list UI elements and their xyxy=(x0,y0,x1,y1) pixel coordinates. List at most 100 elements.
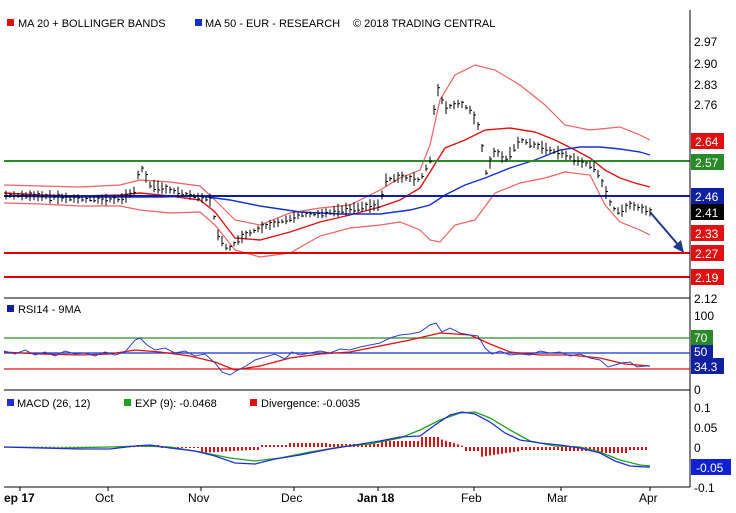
x-axis-label: Nov xyxy=(188,491,209,505)
divergence-bar xyxy=(449,442,451,447)
divergence-bar xyxy=(437,437,439,447)
divergence-bar xyxy=(465,447,467,451)
divergence-bar xyxy=(345,444,347,447)
divergence-bar xyxy=(633,447,635,450)
divergence-bar xyxy=(273,445,275,447)
divergence-legend-label: Divergence: -0.0035 xyxy=(261,398,360,410)
divergence-bar xyxy=(597,447,599,451)
macd-legend-swatch xyxy=(7,399,14,406)
price-badge-2-64: 2.64 xyxy=(691,133,724,149)
divergence-bar xyxy=(573,447,575,451)
divergence-bar xyxy=(625,447,627,453)
divergence-bar xyxy=(517,447,519,452)
rsi-y-tick: 100 xyxy=(694,309,714,323)
x-axis-label: Jan 18 xyxy=(357,491,395,505)
divergence-bar xyxy=(77,446,79,448)
exp-legend-swatch xyxy=(124,399,131,406)
divergence-bar xyxy=(529,447,531,450)
divergence-bar xyxy=(53,446,55,448)
bollinger-lower-band xyxy=(3,171,651,258)
divergence-bar xyxy=(513,447,515,452)
divergence-bar xyxy=(45,446,47,448)
divergence-bar xyxy=(297,443,299,447)
divergence-bar xyxy=(525,447,527,450)
price-badge-2-27: 2.27 xyxy=(691,245,724,261)
divergence-bar xyxy=(185,447,187,448)
divergence-bar xyxy=(385,441,387,447)
divergence-bar xyxy=(441,439,443,447)
svg-text:34.3: 34.3 xyxy=(694,360,718,374)
divergence-bar xyxy=(313,443,315,447)
macd-y-tick: 0 xyxy=(694,441,701,455)
exp-signal-line xyxy=(3,411,651,467)
x-axis-label: Dec xyxy=(281,491,302,505)
divergence-bar xyxy=(621,447,623,453)
divergence-bar xyxy=(445,440,447,447)
divergence-bar xyxy=(241,447,243,451)
divergence-bar xyxy=(485,447,487,457)
x-axis: ep 17 Oct Nov Dec Jan 18 Feb Mar Apr xyxy=(4,487,658,505)
divergence-bar xyxy=(457,444,459,447)
divergence-bar xyxy=(257,447,259,450)
divergence-bar xyxy=(65,446,67,448)
bollinger-upper-band xyxy=(3,64,651,226)
svg-text:2.33: 2.33 xyxy=(695,227,719,241)
rsi-legend-swatch xyxy=(7,305,14,312)
divergence-bar xyxy=(253,447,255,450)
divergence-bar xyxy=(265,445,267,447)
divergence-bar xyxy=(161,447,163,448)
price-y-tick: 2.97 xyxy=(694,35,718,49)
price-y-tick: 2.76 xyxy=(694,98,718,112)
divergence-bar xyxy=(553,447,555,450)
divergence-bar xyxy=(289,443,291,447)
divergence-bar xyxy=(201,447,203,453)
rsi-badge-current: 34.3 xyxy=(691,358,724,374)
divergence-bar xyxy=(69,446,71,448)
divergence-bar xyxy=(593,447,595,451)
divergence-bar xyxy=(421,437,423,447)
macd-y-tick: 0.1 xyxy=(694,401,711,415)
svg-text:-0.05: -0.05 xyxy=(696,461,724,475)
divergence-bar xyxy=(361,444,363,447)
macd-y-tick: -0.1 xyxy=(694,481,715,495)
macd-panel: MACD (26, 12) EXP (9): -0.0468 Divergenc… xyxy=(3,398,731,495)
ma50-legend-label: MA 50 - EUR - RESEARCH xyxy=(205,18,340,30)
divergence-bar xyxy=(565,447,567,451)
divergence-bar xyxy=(261,445,263,447)
rsi-y-tick: 0 xyxy=(694,383,701,397)
divergence-bar xyxy=(645,447,647,450)
divergence-bar xyxy=(489,447,491,456)
divergence-bar xyxy=(337,444,339,447)
divergence-bar xyxy=(473,447,475,451)
svg-text:2.57: 2.57 xyxy=(695,156,719,170)
divergence-histogram xyxy=(9,437,647,457)
divergence-bar xyxy=(197,447,199,448)
rsi-legend-label: RSI14 - 9MA xyxy=(18,304,82,316)
divergence-bar xyxy=(629,447,631,450)
divergence-bar xyxy=(277,445,279,447)
divergence-bar xyxy=(541,447,543,450)
divergence-bar xyxy=(49,446,51,448)
divergence-bar xyxy=(537,447,539,450)
price-y-tick: 2.90 xyxy=(694,57,718,71)
divergence-bar xyxy=(637,447,639,450)
divergence-bar xyxy=(325,443,327,447)
divergence-bar xyxy=(309,443,311,447)
divergence-bar xyxy=(181,447,183,448)
ma50-legend-swatch xyxy=(195,19,202,26)
ma20-legend-label: MA 20 + BOLLINGER BANDS xyxy=(18,18,166,30)
macd-legend-label: MACD (26, 12) xyxy=(17,398,90,410)
divergence-bar xyxy=(249,447,251,450)
divergence-bar xyxy=(393,441,395,447)
price-bars xyxy=(5,84,652,251)
macd-line xyxy=(3,411,650,468)
divergence-bar xyxy=(617,447,619,453)
divergence-bar xyxy=(229,447,231,452)
x-axis-label: Apr xyxy=(639,491,658,505)
divergence-bar xyxy=(453,443,455,447)
divergence-bar xyxy=(409,441,411,447)
divergence-bar xyxy=(497,447,499,455)
divergence-bar xyxy=(401,441,403,447)
divergence-bar xyxy=(217,447,219,452)
